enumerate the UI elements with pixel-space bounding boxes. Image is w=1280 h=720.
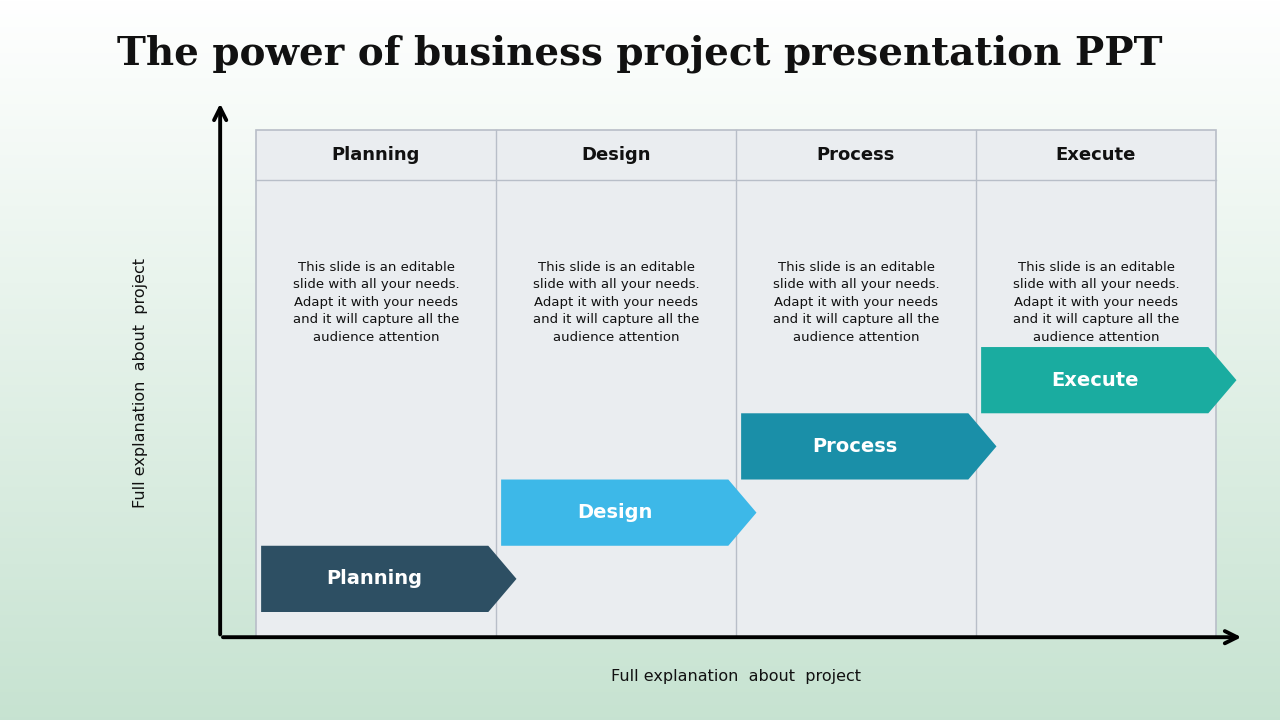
- Text: Design: Design: [581, 145, 650, 164]
- Polygon shape: [502, 480, 756, 546]
- Text: This slide is an editable
slide with all your needs.
Adapt it with your needs
an: This slide is an editable slide with all…: [532, 261, 699, 344]
- Text: This slide is an editable
slide with all your needs.
Adapt it with your needs
an: This slide is an editable slide with all…: [773, 261, 940, 344]
- Text: This slide is an editable
slide with all your needs.
Adapt it with your needs
an: This slide is an editable slide with all…: [1012, 261, 1179, 344]
- Text: Full explanation  about  project: Full explanation about project: [611, 670, 861, 684]
- Text: Execute: Execute: [1056, 145, 1137, 164]
- Text: Process: Process: [817, 145, 895, 164]
- Text: Execute: Execute: [1051, 371, 1138, 390]
- Text: The power of business project presentation PPT: The power of business project presentati…: [118, 35, 1162, 73]
- Text: This slide is an editable
slide with all your needs.
Adapt it with your needs
an: This slide is an editable slide with all…: [293, 261, 460, 344]
- Polygon shape: [261, 546, 517, 612]
- Text: Full explanation  about  project: Full explanation about project: [133, 258, 148, 508]
- Polygon shape: [980, 347, 1236, 413]
- Polygon shape: [741, 413, 997, 480]
- Text: Planning: Planning: [326, 570, 422, 588]
- FancyBboxPatch shape: [256, 130, 1216, 637]
- Text: Planning: Planning: [332, 145, 420, 164]
- Text: Design: Design: [577, 503, 653, 522]
- Text: Process: Process: [812, 437, 897, 456]
